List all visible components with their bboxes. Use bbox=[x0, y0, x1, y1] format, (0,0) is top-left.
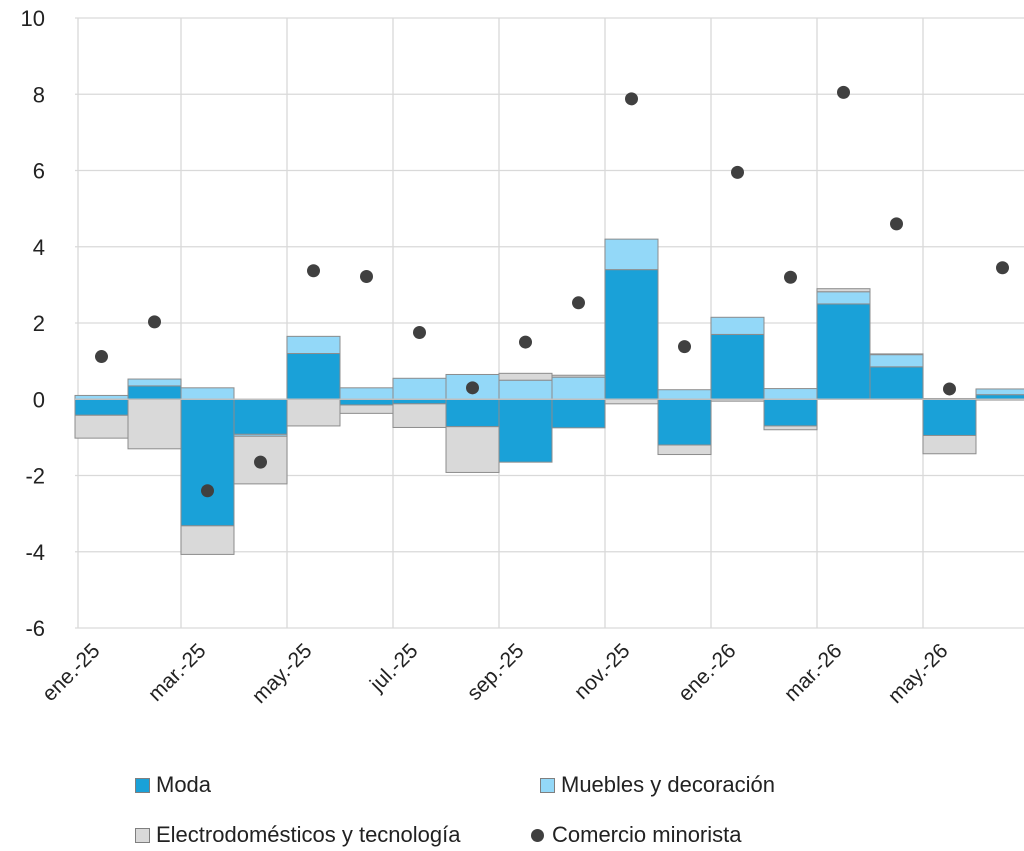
bar-segment-muebles bbox=[816, 291, 871, 305]
legend-label-muebles: Muebles y decoración bbox=[561, 772, 776, 797]
bar-segment-muebles bbox=[869, 354, 924, 368]
bar-segment-electro bbox=[763, 425, 818, 431]
y-tick-label: 0 bbox=[33, 387, 45, 412]
bar-segment-moda bbox=[233, 398, 288, 435]
point-comercio-minorista bbox=[890, 217, 903, 231]
point-comercio-minorista bbox=[201, 484, 214, 498]
point-comercio-minorista bbox=[95, 350, 108, 364]
legend-swatch-moda bbox=[135, 777, 150, 793]
legend-swatch-muebles bbox=[540, 777, 555, 793]
bar-segment-electro bbox=[286, 398, 341, 427]
bar-segment-electro bbox=[74, 414, 129, 439]
y-tick-label: -4 bbox=[25, 540, 45, 565]
y-tick-label: 2 bbox=[33, 311, 45, 336]
bar-segment-electro bbox=[180, 525, 235, 555]
legend-label-comercio: Comercio minorista bbox=[552, 822, 742, 847]
point-comercio-minorista bbox=[360, 269, 373, 283]
point-comercio-minorista bbox=[625, 92, 638, 106]
x-tick-label: sep.-25 bbox=[463, 639, 529, 705]
bar-segment-muebles bbox=[392, 377, 447, 400]
x-axis: ene.-25 mar.-25 may.-25 jul.-25 sep.-25 nov.-… bbox=[38, 639, 953, 708]
legend-label-moda: Moda bbox=[156, 772, 212, 797]
point-comercio-minorista bbox=[148, 315, 161, 329]
bar-segment-moda bbox=[657, 398, 712, 446]
bar-segment-muebles bbox=[180, 387, 235, 400]
point-comercio-minorista bbox=[731, 165, 744, 179]
legend-item-moda: Moda bbox=[135, 772, 211, 798]
bar-segment-electro bbox=[816, 288, 871, 293]
legend-marker-comercio bbox=[531, 828, 544, 842]
bar-segment-electro bbox=[657, 444, 712, 456]
bar-segment-muebles bbox=[657, 389, 712, 400]
bar-segment-electro bbox=[551, 374, 606, 378]
point-comercio-minorista bbox=[837, 85, 850, 99]
legend-item-muebles: Muebles y decoración bbox=[540, 772, 775, 798]
bar-segment-moda bbox=[180, 398, 235, 527]
bar-segment-moda bbox=[922, 398, 977, 436]
x-tick-label: ene.-25 bbox=[38, 639, 105, 706]
bar-segment-moda bbox=[339, 398, 394, 406]
bar-segment-electro bbox=[392, 403, 447, 428]
y-tick-label: -6 bbox=[25, 616, 45, 641]
point-comercio-minorista bbox=[307, 264, 320, 278]
y-tick-label: 10 bbox=[21, 6, 45, 31]
bar-segment-muebles bbox=[551, 376, 606, 400]
legend-swatch-electro bbox=[135, 827, 150, 843]
x-tick-label: jul.-25 bbox=[365, 639, 422, 696]
point-comercio-minorista bbox=[572, 296, 585, 310]
point-comercio-minorista bbox=[254, 455, 267, 469]
x-tick-label: mar.-26 bbox=[780, 639, 847, 706]
bar-segment-moda bbox=[445, 398, 500, 428]
bar-segment-electro bbox=[922, 434, 977, 455]
x-tick-label: mar.-25 bbox=[144, 639, 211, 706]
bar-segment-moda bbox=[551, 398, 606, 429]
legend-item-electro: Electrodomésticos y tecnología bbox=[135, 822, 461, 848]
bar-segment-muebles bbox=[604, 238, 659, 271]
bar-segment-muebles bbox=[710, 316, 765, 335]
y-tick-label: -2 bbox=[25, 464, 45, 489]
bar-segment-electro bbox=[127, 398, 182, 450]
bar-segment-electro bbox=[498, 372, 553, 381]
legend-label-electro: Electrodomésticos y tecnología bbox=[156, 822, 461, 847]
x-tick-label: nov.-25 bbox=[570, 639, 635, 704]
legend-item-comercio: Comercio minorista bbox=[531, 822, 742, 848]
point-comercio-minorista bbox=[519, 335, 532, 349]
bar-segment-moda bbox=[604, 269, 659, 400]
gridlines bbox=[75, 17, 1024, 629]
y-tick-label: 6 bbox=[33, 159, 45, 184]
x-tick-label: ene.-26 bbox=[674, 639, 741, 706]
bars bbox=[74, 238, 1024, 555]
bar-segment-muebles bbox=[127, 378, 182, 387]
y-axis: -6 -4 -2 0 2 4 6 8 10 bbox=[21, 6, 45, 641]
bar-segment-moda bbox=[710, 333, 765, 400]
bar-segment-electro bbox=[339, 404, 394, 414]
bar-segment-muebles bbox=[975, 388, 1024, 396]
point-comercio-minorista bbox=[466, 381, 479, 395]
bar-segment-moda bbox=[498, 398, 553, 463]
bar-segment-muebles bbox=[763, 388, 818, 400]
bar-segment-moda bbox=[286, 353, 341, 400]
bar-segment-moda bbox=[74, 398, 129, 416]
point-comercio-minorista bbox=[943, 382, 956, 396]
point-comercio-minorista bbox=[784, 270, 797, 284]
bar-segment-moda bbox=[816, 303, 871, 400]
bar-segment-electro bbox=[869, 353, 924, 356]
x-tick-label: may.-25 bbox=[248, 639, 317, 708]
bar-segment-moda bbox=[127, 385, 182, 400]
y-tick-label: 8 bbox=[33, 82, 45, 107]
point-comercio-minorista bbox=[678, 340, 691, 354]
scatter-points bbox=[95, 85, 1009, 498]
bar-segment-muebles bbox=[339, 387, 394, 400]
point-comercio-minorista bbox=[413, 326, 426, 340]
y-tick-label: 4 bbox=[33, 235, 45, 260]
point-comercio-minorista bbox=[996, 261, 1009, 275]
x-tick-label: may.-26 bbox=[884, 639, 953, 708]
bar-segment-muebles bbox=[498, 379, 553, 400]
bar-segment-electro bbox=[445, 426, 500, 473]
bar-segment-muebles bbox=[286, 335, 341, 354]
bar-segment-moda bbox=[869, 366, 924, 400]
bar-segment-moda bbox=[763, 398, 818, 427]
